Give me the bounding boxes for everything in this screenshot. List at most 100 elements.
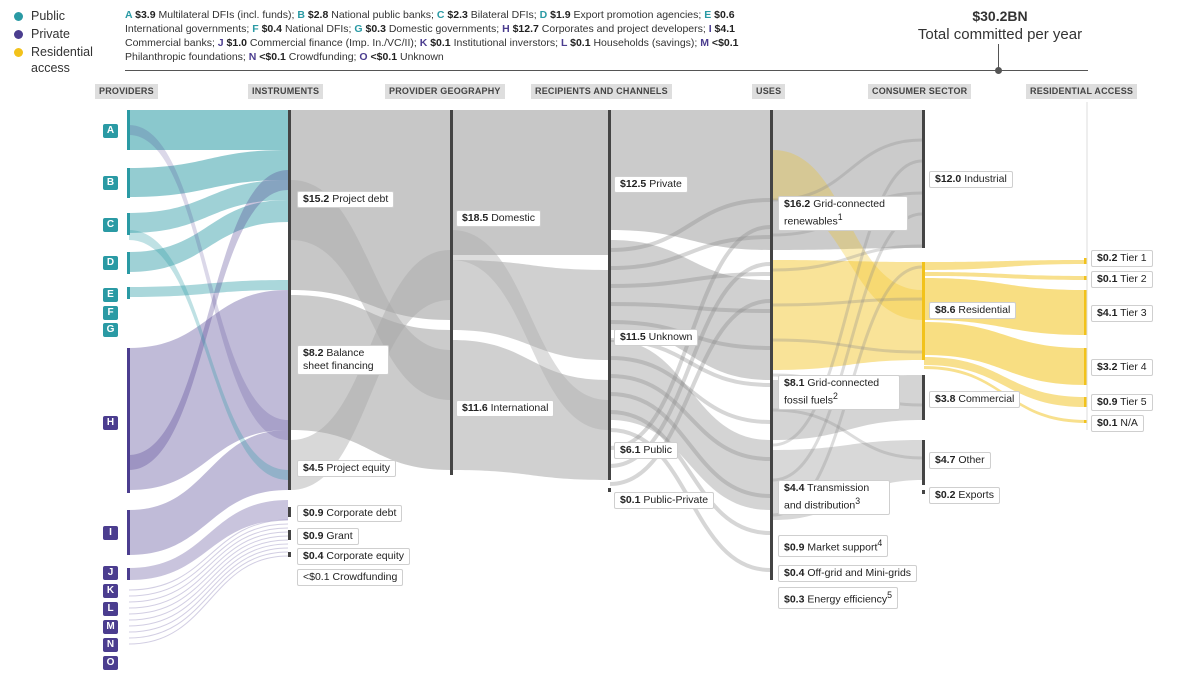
- flow-b-instruments: [129, 150, 288, 197]
- provider-box-d: D: [103, 256, 118, 270]
- key-item-f: F $0.4 National DFIs;: [252, 23, 355, 35]
- public-dot-icon: [14, 12, 23, 21]
- flow-use-mix-7: [772, 159, 923, 447]
- flow-minor-2: [128, 527, 289, 603]
- flow-minor-4: [128, 535, 289, 615]
- key-item-a: A $3.9 Multilateral DFIs (incl. funds);: [125, 9, 298, 21]
- flow-instr-domestic: [291, 110, 450, 320]
- node-recipients: [608, 110, 611, 480]
- provider-box-n: N: [103, 638, 118, 652]
- node-j: [127, 568, 130, 580]
- key-item-g: G $0.3 Domestic governments;: [354, 23, 503, 35]
- consumer-other: $4.7 Other: [929, 452, 991, 469]
- provider-box-m: M: [103, 620, 118, 634]
- flow-minor-7: [128, 547, 289, 633]
- access-na: $0.1 N/A: [1091, 415, 1144, 432]
- access-tier-5: $0.9 Tier 5: [1091, 394, 1153, 411]
- residential-dot-icon: [14, 48, 23, 57]
- key-item-o: O <$0.1 Unknown: [359, 51, 444, 63]
- col-residential-access: RESIDENTIAL ACCESS: [1026, 84, 1138, 99]
- flow-minor-0: [128, 519, 289, 591]
- flow-rec-mix-2: [609, 272, 771, 288]
- node-b: [127, 168, 130, 198]
- access-tier-4: $3.2 Tier 4: [1091, 359, 1153, 376]
- flow-minor-8: [128, 551, 289, 639]
- node-other: [922, 440, 925, 485]
- legend-residential-label: Residential access: [31, 45, 93, 75]
- use-grid-fossil: $8.1 Grid-connected fossil fuels2: [778, 375, 900, 410]
- node-corporate-equity: [288, 552, 291, 557]
- flow-minor-9: [128, 555, 289, 645]
- node-na: [1084, 420, 1087, 423]
- use-offgrid: $0.4 Off-grid and Mini-grids: [778, 565, 918, 582]
- key-item-j: J $1.0 Commercial finance (Imp. In./VC/I…: [217, 37, 420, 49]
- provider-box-b: B: [103, 176, 118, 190]
- total-label: Total committed per year: [917, 26, 1083, 43]
- flow-rec-mix-3: [609, 302, 771, 313]
- flow-cross-1: [129, 125, 288, 440]
- flow-res-tier1: [924, 260, 1086, 270]
- flow-rec-mix-6: [609, 356, 771, 424]
- flow-geo-unknown: [452, 260, 608, 360]
- col-recipients: RECIPIENTS AND CHANNELS: [531, 84, 672, 99]
- node-residential: [922, 262, 925, 360]
- flow-geo-cross: [452, 230, 608, 430]
- use-market-support: $0.9 Market support4: [778, 535, 889, 557]
- flow-d-instruments: [129, 200, 288, 272]
- node-geography: [450, 110, 453, 475]
- flow-cross-3: [129, 230, 288, 480]
- flow-rec-mix-13: [609, 299, 771, 486]
- instrument-balance-sheet: $8.2 Balance sheet financing: [297, 345, 389, 375]
- key-item-i: I $4.1 Commercial banks;: [125, 23, 735, 49]
- flow-minor-3: [128, 531, 289, 609]
- col-provider-geography: PROVIDER GEOGRAPHY: [385, 84, 505, 99]
- provider-box-i: I: [103, 526, 118, 540]
- total-value: $30.2BN: [972, 8, 1028, 24]
- flow-use-mix-3: [772, 297, 923, 307]
- header-divider: [125, 70, 1088, 71]
- provider-box-h: H: [103, 416, 118, 430]
- access-tier-1: $0.2 Tier 1: [1091, 250, 1153, 267]
- provider-box-f: F: [103, 306, 118, 320]
- key-item-k: K $0.1 Institutional inverstors;: [419, 37, 561, 49]
- provider-box-e: E: [103, 288, 118, 302]
- flow-rec-mix-7: [609, 374, 771, 461]
- flow-minor-1: [128, 523, 289, 597]
- legend-public-label: Public: [31, 9, 66, 23]
- col-uses: USES: [752, 84, 786, 99]
- key-item-b: B $2.8 National public banks;: [297, 9, 437, 21]
- flow-minor-5: [128, 539, 289, 621]
- node-efg: [127, 287, 130, 299]
- flow-res-tier2: [924, 272, 1086, 280]
- instrument-grant: $0.9 Grant: [297, 528, 359, 545]
- flow-i-instruments: [129, 430, 288, 555]
- node-tier4: [1084, 348, 1087, 385]
- instrument-corporate-debt: $0.9 Corporate debt: [297, 505, 403, 522]
- node-tier2: [1084, 276, 1087, 280]
- legend: Public Private Residential access: [14, 8, 101, 78]
- consumer-industrial: $12.0 Industrial: [929, 171, 1013, 188]
- consumer-commercial: $3.8 Commercial: [929, 391, 1021, 408]
- flow-a-instruments: [129, 110, 288, 150]
- total-block: $30.2BN Total committed per year: [860, 8, 1140, 43]
- instrument-project-equity: $4.5 Project equity: [297, 460, 396, 477]
- instrument-crowdfunding: <$0.1 Crowdfunding: [297, 569, 404, 586]
- key-item-e: E $0.6 International governments;: [125, 9, 735, 35]
- flow-rec-renewables: [610, 110, 770, 250]
- private-dot-icon: [14, 30, 23, 39]
- col-instruments: INSTRUMENTS: [248, 84, 324, 99]
- node-grant: [288, 530, 291, 540]
- legend-public: Public: [14, 8, 101, 24]
- flow-use-mix-4: [772, 338, 923, 354]
- legend-private-label: Private: [31, 27, 70, 41]
- instrument-project-debt: $15.2 Project debt: [297, 191, 395, 208]
- recipient-private: $12.5 Private: [614, 176, 688, 193]
- node-c: [127, 213, 130, 235]
- flow-instr-international: [291, 295, 450, 470]
- provider-box-l: L: [103, 602, 118, 616]
- col-consumer-sector: CONSUMER SECTOR: [868, 84, 972, 99]
- flow-rec-transmission: [610, 340, 770, 510]
- consumer-residential: $8.6 Residential: [929, 302, 1017, 319]
- flow-j-instruments: [129, 500, 288, 580]
